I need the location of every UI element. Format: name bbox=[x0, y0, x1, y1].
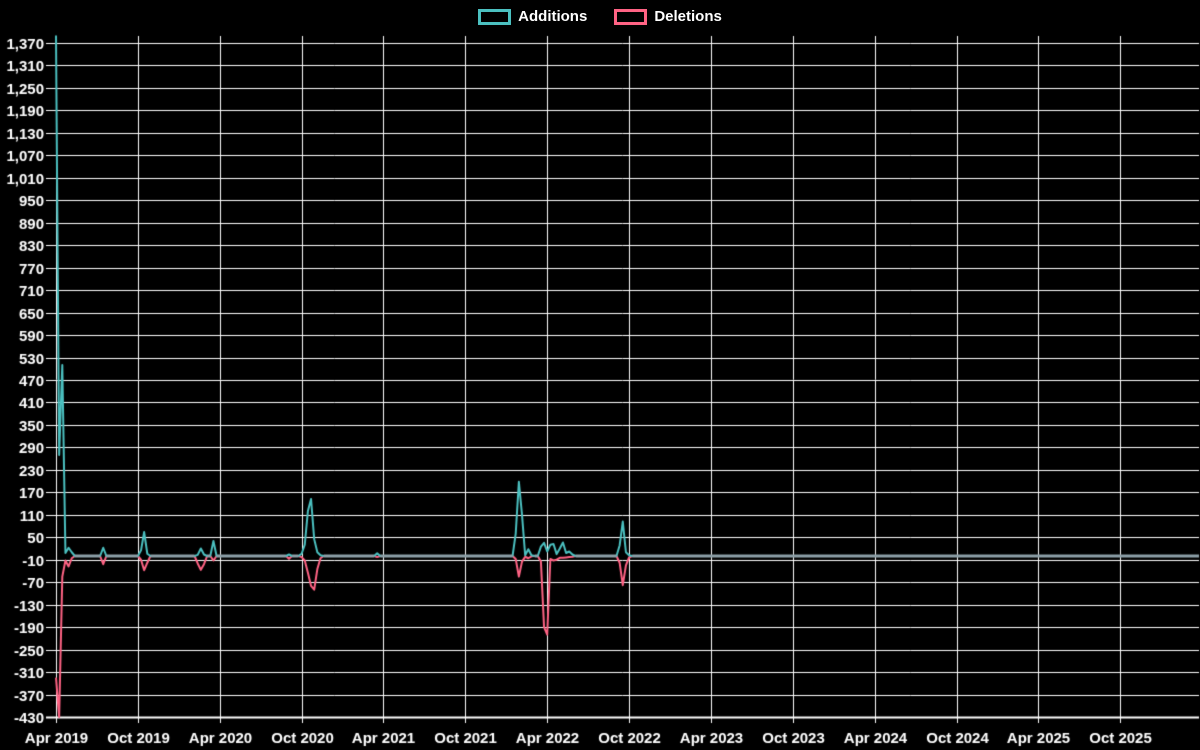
legend-item-additions[interactable]: Additions bbox=[478, 9, 587, 25]
legend-label-deletions: Deletions bbox=[654, 8, 722, 25]
deletions-swatch-icon bbox=[614, 9, 648, 25]
additions-swatch-icon bbox=[478, 9, 512, 25]
legend-label-additions: Additions bbox=[518, 8, 588, 25]
legend-item-deletions[interactable]: Deletions bbox=[614, 9, 722, 25]
chart-legend: Additions Deletions bbox=[0, 9, 1200, 25]
